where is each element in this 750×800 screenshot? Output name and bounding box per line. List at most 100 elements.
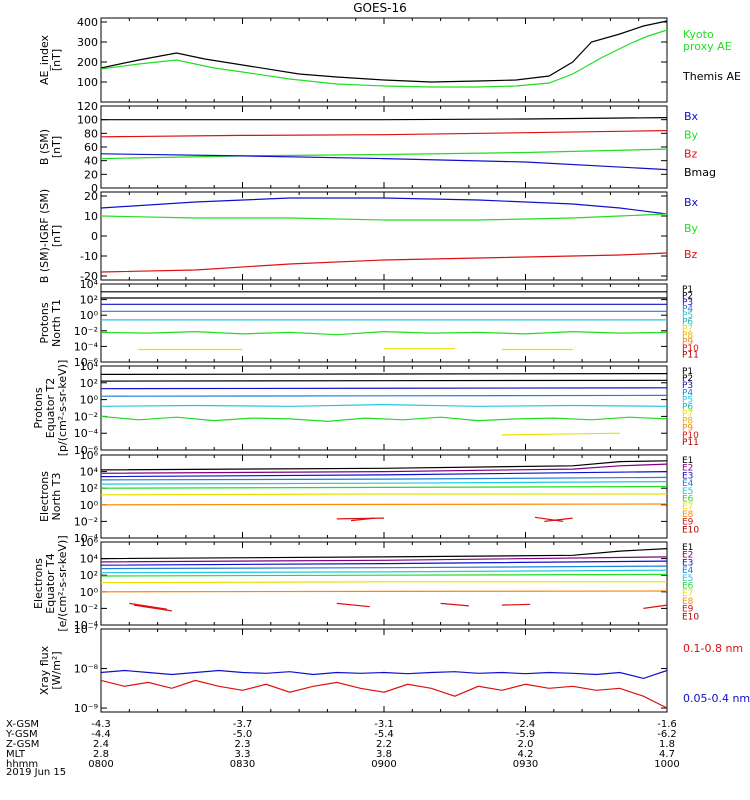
orbit-value: 1.8 — [659, 739, 675, 750]
y-axis-label: AE_index — [38, 34, 51, 85]
orbit-value: 4.2 — [518, 749, 534, 760]
legend-entry: Kyoto — [683, 28, 714, 41]
y-tick-label: 10² — [80, 569, 98, 582]
legend-entry: P10 — [682, 344, 699, 354]
y-axis-label: [p/(cm²-s-sr-keV)] — [56, 360, 69, 457]
legend-entry: P11 — [682, 438, 699, 448]
series-line-5 — [100, 403, 668, 407]
y-tick-label: 300 — [77, 36, 98, 49]
y-tick-label: 10⁻⁴ — [74, 427, 99, 440]
series-line-1 — [100, 197, 668, 215]
y-tick-label: 10⁴ — [80, 278, 99, 291]
y-axis-label: [nT] — [50, 136, 63, 158]
legend-entry: P11 — [682, 350, 699, 360]
series-line-4 — [100, 153, 668, 171]
series-line-11 — [534, 516, 564, 522]
y-tick-label: 400 — [77, 16, 98, 29]
legend-entry: P8 — [682, 417, 693, 427]
legend-entry: Bz — [684, 147, 698, 160]
series-line-10 — [133, 604, 172, 612]
legend-entry: E2 — [682, 464, 693, 474]
orbit-row-label: X-GSM — [6, 719, 39, 730]
y-tick-label: 10⁻⁷ — [74, 623, 98, 636]
legend-entry: P2 — [682, 374, 693, 384]
orbit-value: -5.9 — [516, 729, 536, 740]
series-line-12 — [544, 517, 573, 522]
legend-entry: Bx — [684, 196, 699, 209]
legend-entry: 0.1-0.8 nm — [683, 642, 743, 655]
series-line-6 — [100, 330, 668, 336]
series-line-3 — [100, 148, 668, 160]
legend-entry: P1 — [682, 367, 693, 377]
legend-entry: Bz — [684, 248, 698, 261]
series-line-2 — [100, 379, 668, 382]
y-axis-label: Electrons — [32, 558, 45, 609]
y-tick-label: 0 — [91, 230, 98, 243]
panel-4: 10⁻⁶ 10⁻⁴ 10⁻² 10⁰ 10² 10⁴ Protons North T1 P1P2… — [38, 278, 699, 369]
y-axis-label: Equator T2 — [44, 378, 57, 438]
y-tick-label: 10⁶ — [80, 449, 99, 462]
legend-entry: E3 — [682, 558, 693, 568]
orbit-row-label: Z-GSM — [6, 739, 39, 750]
y-axis-label: North T1 — [50, 299, 63, 347]
legend-entry: E7 — [682, 502, 693, 512]
y-axis-label: Protons — [38, 302, 51, 343]
orbit-value: 0930 — [513, 759, 538, 770]
y-axis-label: Equator T4 — [44, 553, 57, 613]
legend-entry: E5 — [682, 574, 693, 584]
orbit-value: 2.3 — [235, 739, 251, 750]
orbit-row-label: MLT — [6, 749, 26, 760]
series-line-2 — [100, 213, 668, 221]
panel-3: -20 -10 0 10 20 B (SM)-IGRF (SM) [nT] Bx By Bz — [38, 189, 699, 283]
y-tick-label: 10⁰ — [80, 499, 99, 512]
series-line-1 — [100, 460, 668, 471]
legend-entry: P2 — [682, 292, 693, 302]
legend-entry: P1 — [682, 285, 693, 295]
y-tick-label: 10⁻² — [74, 602, 98, 615]
legend-entry: E3 — [682, 471, 693, 481]
panel-frame — [100, 365, 668, 451]
series-line-6 — [100, 573, 668, 577]
series-line-6 — [100, 485, 668, 489]
legend-entry: P7 — [682, 410, 693, 420]
series-line-2 — [100, 679, 668, 709]
orbit-value: 3.3 — [235, 749, 251, 760]
legend-entry: E1 — [682, 456, 693, 466]
y-tick-label: 10⁻⁴ — [74, 532, 99, 545]
legend-entry: P6 — [682, 318, 693, 328]
y-tick-label: 10⁴ — [80, 360, 99, 373]
y-axis-label: Electrons — [38, 471, 51, 522]
y-tick-label: 10⁻⁸ — [74, 663, 99, 676]
y-tick-label: 10⁻⁹ — [74, 702, 98, 715]
series-line-4 — [100, 565, 668, 570]
orbit-value: 0900 — [371, 759, 396, 770]
figure-title: GOES-16 — [353, 1, 407, 15]
legend-entry: E8 — [682, 597, 694, 607]
y-axis-label: [W/m²] — [50, 651, 63, 689]
legend-entry: By — [684, 222, 699, 235]
legend-entry: proxy AE — [683, 40, 732, 53]
series-line-11 — [336, 602, 370, 608]
orbit-value: -5.0 — [233, 729, 253, 740]
series-line-3 — [100, 252, 668, 273]
y-tick-label: 10⁻⁶ — [74, 444, 99, 457]
series-line-4 — [100, 476, 668, 481]
y-tick-label: 10⁰ — [80, 394, 99, 407]
y-tick-label: 10⁰ — [80, 309, 99, 322]
panel-7: 10⁻⁴ 10⁻² 10⁰ 10² 10⁴ 10⁶ Electrons Equator T4[… — [32, 535, 699, 632]
series-line-7 — [100, 581, 667, 584]
legend-entry: 0.05-0.4 nm — [683, 692, 750, 705]
series-line-10 — [350, 517, 375, 522]
series-line-9 — [129, 602, 168, 610]
y-tick-label: 10² — [80, 482, 98, 495]
orbit-value: -3.7 — [233, 719, 253, 730]
legend-entry: P5 — [682, 311, 693, 321]
series-line-2 — [100, 463, 668, 474]
orbit-value: -2.4 — [516, 719, 536, 730]
series-line-13 — [501, 603, 531, 606]
y-tick-label: 100 — [77, 76, 98, 89]
